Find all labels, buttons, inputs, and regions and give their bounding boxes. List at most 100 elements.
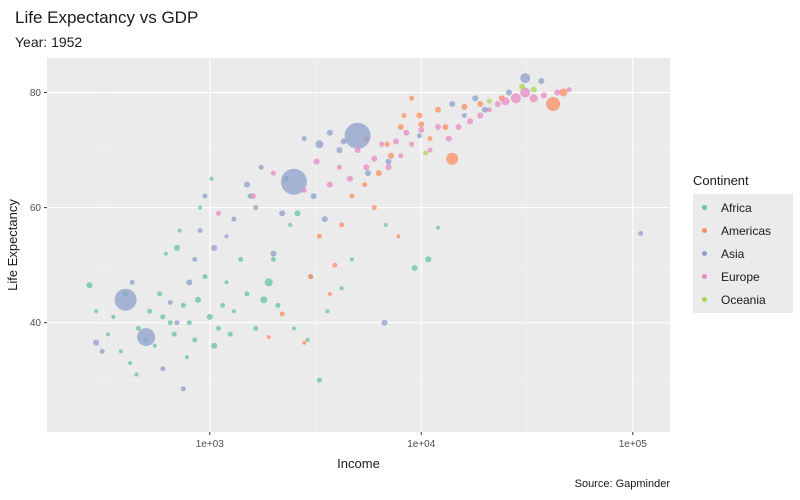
data-point [435,124,441,130]
data-point [227,331,233,337]
data-point [494,101,501,107]
data-point [310,193,317,200]
y-tick-label: 40 [30,318,42,329]
data-point [315,140,324,149]
data-point [305,337,310,342]
data-point [216,210,221,216]
data-point [171,331,177,337]
data-point [506,89,512,96]
data-point [186,279,193,286]
data-point [105,332,110,337]
data-point [313,158,320,165]
data-point [253,205,259,211]
legend-dot-icon [702,228,707,233]
data-point [409,95,415,101]
data-point [349,193,355,199]
data-point [363,164,370,171]
data-point [477,101,484,107]
data-point [135,325,141,331]
data-point [231,309,236,314]
data-point [538,78,545,84]
x-tick-label: 1e+04 [407,439,436,450]
data-point [291,326,296,331]
data-point [224,234,229,239]
data-point [308,274,314,280]
data-point [559,88,568,97]
series-asia [93,73,644,392]
data-point [184,355,189,360]
data-point [197,228,203,234]
data-point [249,193,256,200]
data-point [554,89,561,96]
data-point [270,256,276,262]
data-point [423,150,429,156]
plot-panel [47,58,670,432]
series-americas [266,88,568,345]
data-point [566,87,572,93]
data-point [202,193,208,199]
data-point [316,233,322,239]
data-point [546,97,561,111]
data-point [302,340,307,345]
series-europe [216,87,572,216]
data-point [416,112,423,119]
data-point [288,222,293,227]
chart-title: Life Expectancy vs GDP [15,8,199,27]
legend-key [693,288,716,311]
data-point [455,124,462,130]
data-point [383,222,388,227]
data-point [99,348,105,354]
data-point [416,133,422,139]
data-point [529,94,538,103]
legend-key [693,219,716,242]
data-point [393,138,400,145]
data-point [279,210,286,217]
data-point [339,286,344,291]
data-point [321,216,328,223]
data-point [401,113,407,118]
data-point [180,386,186,392]
data-point [519,83,526,90]
data-point [336,164,342,170]
data-point [94,309,99,314]
data-point [224,280,229,285]
legend-body: Africa Americas Asia Europe Oceania [693,194,793,313]
legend-item-americas: Americas [693,219,793,242]
data-point [467,118,473,125]
x-axis-title: Income [337,456,380,471]
data-point [211,244,218,251]
data-point [530,86,537,93]
data-point [385,158,392,165]
legend-label: Oceania [721,292,766,307]
data-point [316,377,322,383]
data-point [375,170,382,177]
data-point [418,126,425,133]
data-point [520,73,531,84]
legend-dot-icon [702,205,707,210]
data-point [301,187,307,193]
data-point [266,335,271,340]
data-point [481,106,488,113]
legend-key [693,242,716,265]
data-point [134,372,139,377]
legend-label: Europe [721,269,760,284]
data-point [427,136,433,142]
data-point [472,95,479,102]
legend-label: Asia [721,246,745,261]
legend-dot-icon [702,274,707,279]
data-point [202,274,208,280]
data-point [111,314,116,319]
legend-item-europe: Europe [693,265,793,288]
data-point [220,302,226,308]
data-point [418,121,425,128]
data-point [344,122,371,149]
data-point [411,265,418,271]
data-point [152,343,157,348]
data-point [388,152,395,159]
data-point [129,279,135,285]
data-point [436,225,440,230]
chart-caption: Source: Gapminder [574,478,670,490]
data-point [264,278,273,287]
data-point [442,124,449,130]
